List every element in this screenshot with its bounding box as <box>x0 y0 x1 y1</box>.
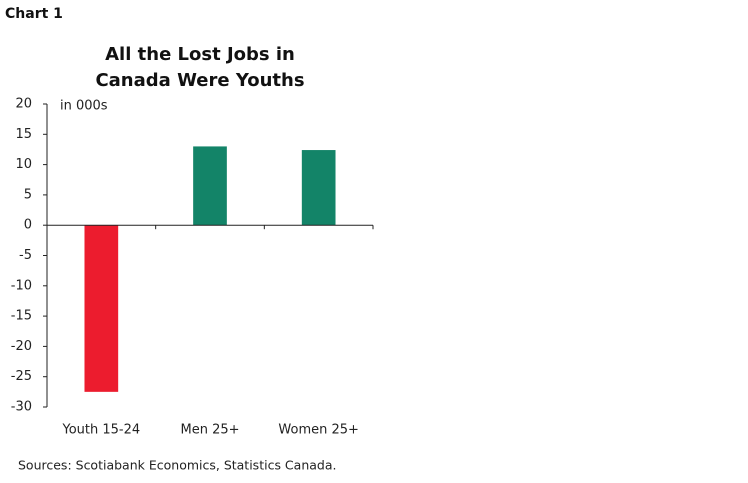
x-tick-label: Youth 15-24 <box>62 423 141 438</box>
unit-label: in 000s <box>60 99 108 114</box>
bar <box>193 146 227 226</box>
y-tick-label: -5 <box>19 248 32 263</box>
y-tick-label: -15 <box>11 309 32 324</box>
chart-label: Chart 1 <box>5 6 63 22</box>
x-tick-label: Men 25+ <box>180 423 239 438</box>
y-tick-label: -10 <box>11 278 32 293</box>
y-tick-label: 20 <box>15 97 32 112</box>
bar <box>301 150 336 226</box>
y-tick-label: 10 <box>15 157 32 172</box>
y-tick-label: 0 <box>24 218 32 233</box>
y-tick-label: 5 <box>24 187 32 202</box>
bar <box>84 225 119 392</box>
y-tick-label: -20 <box>11 339 32 354</box>
chart-title: All the Lost Jobs in Canada Were Youths <box>95 44 305 91</box>
source-note: Sources: Scotiabank Economics, Statistic… <box>18 458 336 473</box>
y-tick-label: -30 <box>11 400 32 415</box>
y-tick-label: 15 <box>15 127 32 142</box>
x-tick-label: Women 25+ <box>278 423 359 438</box>
y-tick-label: -25 <box>11 369 32 384</box>
